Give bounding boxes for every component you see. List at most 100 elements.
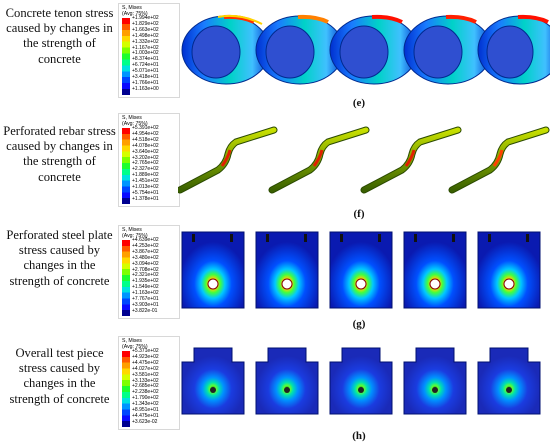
legend-value: +3.822e-01 — [132, 307, 158, 314]
legend-value: +1.663e+02 — [132, 26, 159, 33]
legend-value: +3.640e+02 — [132, 148, 159, 155]
steel-plate-model-2 — [255, 231, 319, 309]
legend-title: S, Mises — [122, 5, 142, 11]
concrete-tenon-model-3 — [329, 14, 419, 85]
legend-value: +1.790e+02 — [132, 395, 159, 402]
panel-f-legend: S, Mises (Avg: 75%) +5.391e+02 +4.954e+02 +… — [118, 113, 180, 207]
panel-h: Overall test piece stress caused by chan… — [0, 336, 550, 448]
panel-g-description: Perforated steel plate stress caused by … — [6, 228, 113, 288]
legend-value: +1.003e+02 — [132, 50, 159, 57]
panel-e-contour-images — [180, 4, 550, 86]
legend-values: +4.639e+02 +4.253e+02 +3.867e+02 +3.480e+02… — [132, 237, 159, 315]
legend-value: +3.623e-02 — [132, 418, 158, 425]
legend-value: +2.321e+02 — [132, 272, 159, 279]
legend-value: +4.253e+02 — [132, 242, 159, 249]
panel-h-contour-images — [180, 346, 550, 418]
legend-value: +4.078e+02 — [132, 142, 159, 149]
panel-e-description: Concrete tenon stress caused by changes … — [5, 6, 114, 66]
legend-value: +1.343e+02 — [132, 401, 159, 408]
panel-e: Concrete tenon stress caused by changes … — [0, 0, 550, 112]
panel-f: Perforated rebar stress caused by change… — [0, 112, 550, 224]
legend-title: S, Mises — [122, 115, 142, 121]
test-piece-model-2 — [255, 347, 319, 415]
legend-values: +5.371e+02 +4.923e+02 +4.475e+02 +4.027e+02… — [132, 348, 159, 426]
panel-e-legend: S, Mises (Avg: 75%) +1.994e+02 +1.829e+02 +… — [118, 3, 180, 98]
legend-value: +2.327e+02 — [132, 166, 159, 173]
legend-value: +6.724e+01 — [132, 62, 159, 69]
legend-value: +4.639e+02 — [132, 237, 159, 243]
legend-color-bar — [122, 240, 130, 316]
legend-value: +4.518e+02 — [132, 136, 159, 143]
legend-value: +3.094e+02 — [132, 260, 159, 267]
perforated-rebar-model-1 — [178, 126, 278, 194]
legend-value: +4.475e+01 — [132, 412, 159, 419]
legend-value: +3.581e+02 — [132, 371, 159, 378]
perforated-rebar-model-4 — [448, 126, 550, 194]
legend-value: +1.766e+01 — [132, 79, 159, 86]
panel-f-description: Perforated rebar stress caused by change… — [3, 124, 116, 184]
legend-value: +1.163e+02 — [132, 290, 159, 297]
legend-value: +1.994e+02 — [132, 15, 159, 21]
concrete-tenon-model-4 — [403, 14, 493, 85]
legend-value: +5.071e+01 — [132, 68, 159, 75]
legend-value: +3.867e+02 — [132, 248, 159, 255]
legend-value: +1.163e+00 — [132, 85, 159, 92]
legend-value: +7.767e+01 — [132, 296, 159, 303]
legend-value: +4.475e+02 — [132, 359, 159, 366]
steel-plate-model-3 — [329, 231, 393, 309]
legend-title: S, Mises — [122, 227, 142, 233]
legend-value: +1.829e+02 — [132, 20, 159, 27]
steel-plate-model-4 — [403, 231, 467, 309]
panel-g-caption: (g) — [352, 318, 366, 330]
panel-h-caption: (h) — [352, 430, 366, 442]
legend-subtitle: (Avg: 75%) — [122, 121, 148, 127]
legend-color-bar — [122, 18, 130, 95]
legend-value: +1.935e+02 — [132, 278, 159, 285]
legend-value: +3.418e+01 — [132, 74, 159, 81]
legend-value: +4.027e+02 — [132, 365, 159, 372]
steel-plate-model-1 — [181, 231, 245, 309]
legend-value: +3.133e+02 — [132, 377, 159, 384]
legend-value: +4.923e+02 — [132, 353, 159, 360]
legend-value: +1.013e+02 — [132, 184, 159, 191]
concrete-tenon-model-2 — [255, 14, 345, 85]
legend-value: +8.951e+01 — [132, 407, 159, 414]
legend-value: +3.202e+02 — [132, 154, 159, 161]
panel-g-legend: S, Mises (Avg: 75%) +4.639e+02 +4.253e+02 +… — [118, 225, 180, 319]
legend-value: +1.498e+02 — [132, 32, 159, 39]
legend-value: +2.685e+02 — [132, 383, 159, 390]
legend-value: +2.765e+02 — [132, 160, 159, 167]
legend-value: +4.954e+02 — [132, 130, 159, 137]
perforated-rebar-model-3 — [360, 126, 462, 194]
legend-value: +1.378e+01 — [132, 195, 159, 202]
panel-f-caption: (f) — [353, 208, 365, 220]
test-piece-model-4 — [403, 347, 467, 415]
legend-value: +5.391e+02 — [132, 125, 159, 131]
steel-plate-model-5 — [477, 231, 541, 309]
legend-subtitle: (Avg: 75%) — [122, 11, 148, 17]
test-piece-model-5 — [477, 347, 541, 415]
legend-value: +2.238e+02 — [132, 389, 159, 396]
panel-f-contour-images — [178, 126, 550, 198]
legend-subtitle: (Avg: 75%) — [122, 233, 148, 239]
legend-value: +8.374e+01 — [132, 56, 159, 63]
panel-h-description: Overall test piece stress caused by chan… — [9, 346, 110, 406]
legend-values: +1.994e+02 +1.829e+02 +1.663e+02 +1.498e+02… — [132, 15, 159, 93]
perforated-rebar-model-2 — [268, 126, 370, 194]
panel-h-legend: S, Mises (Avg: 75%) +5.371e+02 +4.923e+02 +… — [118, 336, 180, 430]
legend-title: S, Mises — [122, 338, 142, 344]
test-piece-model-3 — [329, 347, 393, 415]
legend-subtitle: (Avg: 75%) — [122, 344, 148, 350]
test-piece-model-1 — [181, 347, 245, 415]
panel-g: Perforated steel plate stress caused by … — [0, 224, 550, 336]
legend-color-bar — [122, 351, 130, 427]
concrete-tenon-model-5 — [477, 14, 550, 85]
legend-value: +1.167e+02 — [132, 44, 159, 51]
legend-value: +5.754e+01 — [132, 189, 159, 196]
legend-value: +1.889e+02 — [132, 172, 159, 179]
legend-value: +3.903e+01 — [132, 301, 159, 308]
concrete-tenon-model-1 — [181, 14, 271, 85]
legend-value: +1.451e+02 — [132, 178, 159, 185]
legend-values: +5.391e+02 +4.954e+02 +4.518e+02 +4.078e+02… — [132, 125, 159, 203]
legend-color-bar — [122, 128, 130, 204]
